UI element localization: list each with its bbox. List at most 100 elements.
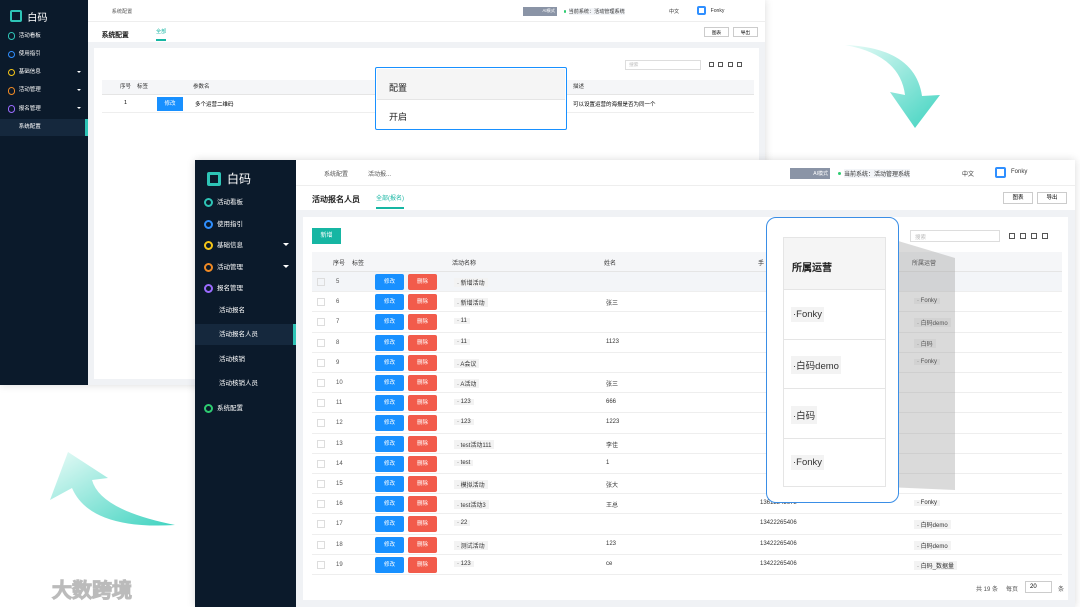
edit-button[interactable]: 修改 — [375, 294, 404, 311]
tab: 全部 — [156, 28, 167, 42]
delete-button[interactable]: 删除 — [408, 354, 437, 371]
cell: · 测试活动 — [454, 540, 488, 550]
lang: 中文 — [668, 8, 680, 15]
popup-item: ·Fonky — [791, 454, 825, 470]
edit-button[interactable]: 修改 — [375, 476, 404, 492]
delete-button[interactable]: 删除 — [408, 556, 437, 573]
table-header-cell: 序号 — [120, 84, 132, 90]
delete-button[interactable]: 删除 — [408, 294, 437, 311]
system-dot — [563, 10, 567, 13]
cell: · 123 — [454, 419, 474, 426]
delete-button[interactable]: 删除 — [408, 395, 437, 412]
table-header-cell: 参数名 — [193, 84, 210, 90]
menu-item: 活动管理 — [18, 87, 41, 94]
pager-unit: 条 — [1058, 587, 1065, 593]
checkbox — [317, 459, 325, 468]
table-row — [312, 534, 1062, 555]
delete-button[interactable]: 删除 — [408, 314, 437, 331]
cell: 多个运营二维码 — [195, 102, 234, 108]
popup-header — [377, 69, 565, 100]
pager-size[interactable]: 20 — [1025, 581, 1052, 593]
add-button[interactable]: 新增 — [312, 228, 341, 244]
cell: · test活动111 — [454, 439, 495, 449]
edit-button[interactable]: 修改 — [375, 395, 404, 412]
delete-button[interactable]: 删除 — [408, 496, 437, 513]
cell: · Fonky — [914, 358, 941, 365]
mode-badge: AI模式 — [790, 168, 830, 179]
checkbox — [317, 278, 325, 286]
chart-button[interactable]: 图表 — [1003, 192, 1033, 204]
sidebar — [0, 0, 88, 385]
delete-button[interactable]: 删除 — [408, 536, 437, 553]
delete-button[interactable]: 删除 — [408, 435, 437, 452]
popup-header-text: 所属运营 — [792, 263, 832, 274]
menu-item: 活动报名 — [219, 306, 245, 314]
search-box[interactable]: 搜索 — [910, 230, 1000, 242]
edit-button[interactable]: 修改 — [375, 274, 404, 290]
delete-button[interactable]: 删除 — [408, 415, 437, 432]
delete-button[interactable]: 删除 — [408, 455, 437, 472]
row-index: 8 — [336, 339, 340, 346]
row-index: 15 — [336, 481, 343, 487]
popup-divider — [784, 437, 885, 439]
menu-icon — [204, 241, 213, 250]
cell: · A活动 — [454, 379, 480, 388]
menu-active — [195, 324, 296, 345]
menu-item: 基础信息 — [18, 69, 41, 76]
export-button[interactable]: 导出 — [732, 27, 759, 38]
popup-divider — [784, 388, 885, 390]
toolbar-icon — [736, 62, 743, 68]
delete-button[interactable]: 删除 — [408, 334, 437, 351]
chart-button[interactable]: 图表 — [703, 27, 730, 38]
cell: · 22 — [454, 520, 471, 527]
user-logo — [697, 5, 707, 16]
table-header-cell: 姓名 — [604, 261, 617, 267]
row-index: 6 — [336, 299, 340, 306]
cell: · 白码_数据量 — [914, 560, 958, 570]
edit-button[interactable]: 修改 — [375, 516, 404, 533]
system-dot — [838, 172, 841, 175]
edit-button[interactable]: 修改 — [375, 415, 404, 432]
delete-button[interactable]: 删除 — [408, 274, 437, 290]
cell: 1 — [124, 100, 128, 106]
row-index: 5 — [336, 279, 340, 285]
menu-caret — [76, 70, 81, 75]
edit-button[interactable]: 修改 — [375, 314, 404, 331]
edit-button[interactable]: 修改 — [375, 536, 404, 553]
popup-divider — [784, 339, 885, 340]
edit-button[interactable]: 修改 — [375, 556, 404, 573]
edit-button[interactable]: 修改 — [375, 334, 404, 351]
cell: · 模拟活动 — [454, 480, 488, 489]
menu-item: 活动核销人员 — [219, 380, 258, 387]
popup-item: ·白码 — [791, 405, 818, 424]
edit-button[interactable]: 修改 — [375, 496, 404, 513]
tab: 全部(报名) — [376, 193, 404, 209]
checkbox — [317, 358, 325, 367]
edit-button[interactable]: 修改 — [375, 375, 404, 391]
edit-button[interactable]: 修改 — [375, 354, 404, 371]
export-button[interactable]: 导出 — [1037, 192, 1067, 204]
delete-button[interactable]: 删除 — [408, 476, 437, 492]
edit-button[interactable]: 修改 — [375, 435, 404, 452]
table-header-cell: 标签 — [137, 84, 149, 90]
cell: · 白码demo — [914, 540, 951, 550]
menu-item: 活动报名人员 — [219, 331, 258, 338]
current-system: 当前系统：活动管理系统 — [568, 7, 625, 15]
row-index: 11 — [336, 400, 343, 407]
checkbox — [317, 439, 325, 448]
menu-item: 报名管理 — [217, 285, 243, 292]
row-index: 19 — [336, 561, 343, 568]
cell: · test活动3 — [454, 500, 489, 510]
topbar — [88, 0, 765, 23]
table-header-cell: 标签 — [352, 261, 365, 267]
menu-item: 报名管理 — [18, 105, 41, 112]
delete-button[interactable]: 删除 — [408, 516, 437, 533]
logo-text: 白码 — [227, 172, 252, 186]
edit-button[interactable]: 修改 — [375, 455, 404, 472]
search-box[interactable]: 搜索 — [624, 59, 702, 70]
menu-icon — [204, 219, 213, 229]
delete-button[interactable]: 删除 — [408, 375, 437, 391]
edit-button[interactable]: 修改 — [157, 97, 183, 111]
user: Fonky — [710, 7, 725, 14]
